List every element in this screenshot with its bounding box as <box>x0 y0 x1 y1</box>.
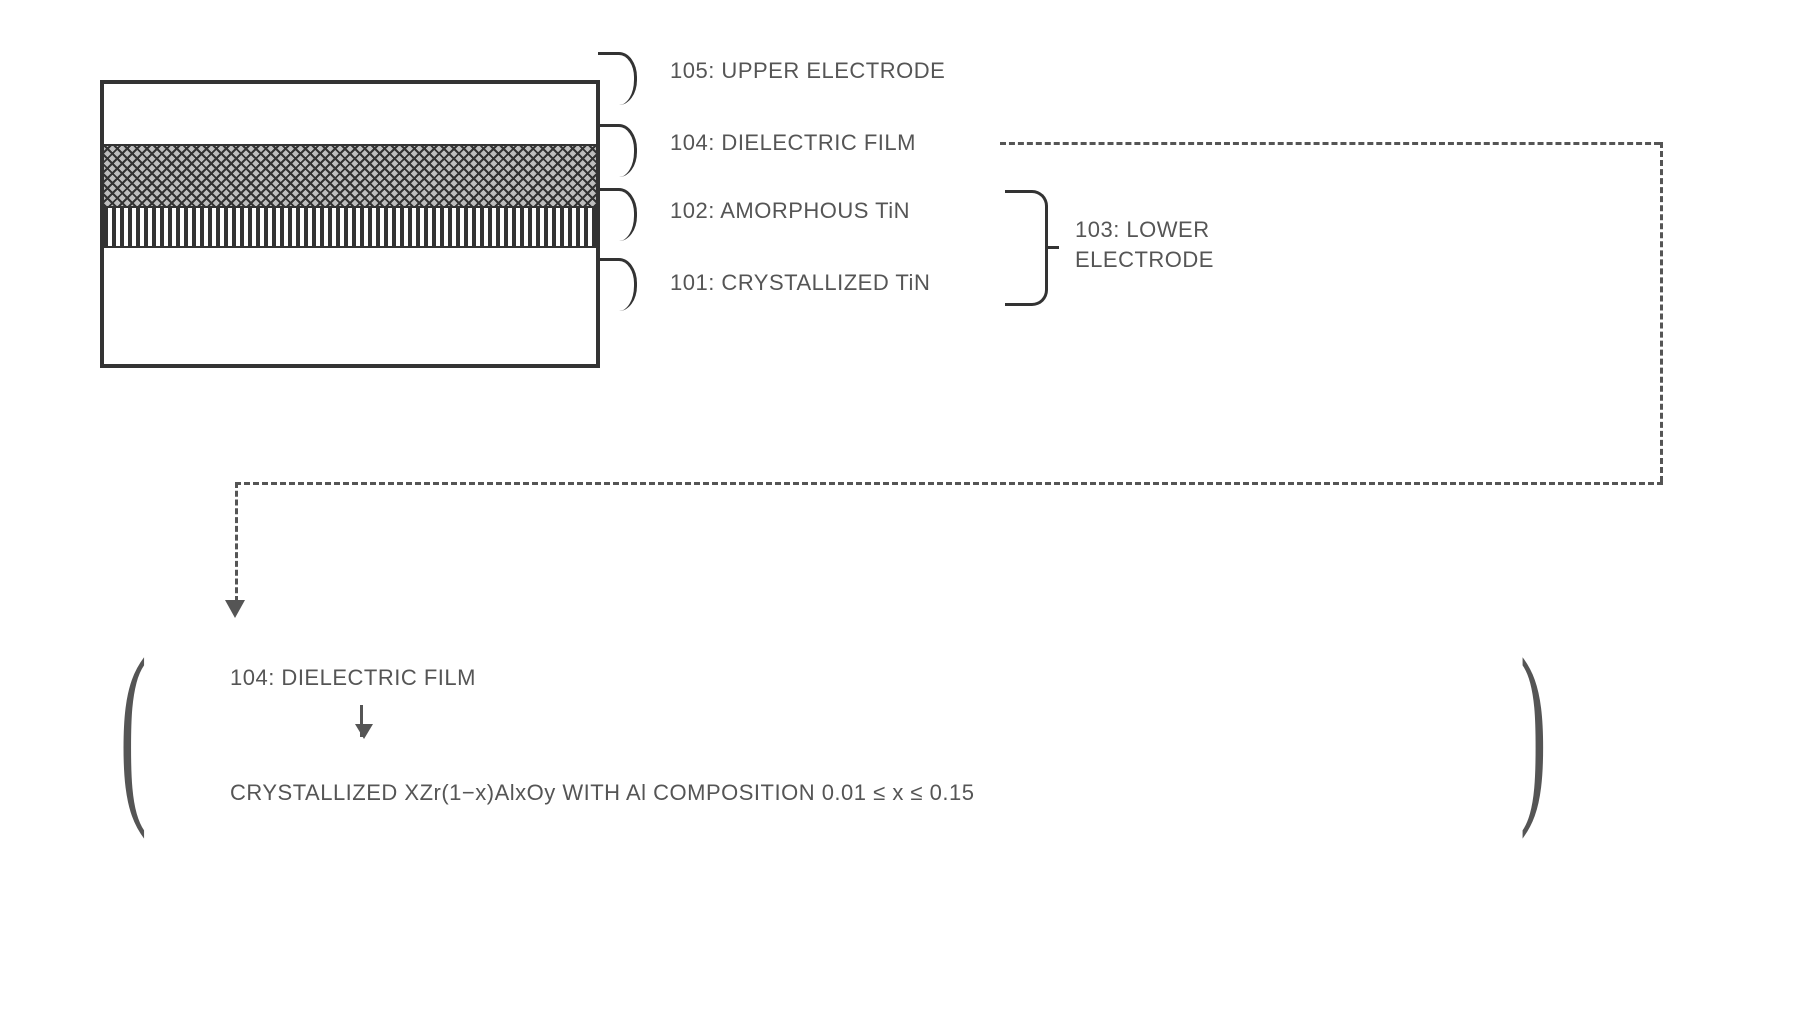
layer-105-upper-electrode <box>104 84 596 144</box>
connector-h1 <box>1000 142 1660 145</box>
callout-105 <box>598 52 637 105</box>
brace-lower-electrode <box>1005 190 1048 306</box>
paren-right-icon: ) <box>1520 630 1547 830</box>
callout-101 <box>598 258 637 311</box>
layer-102-amorphous-tin <box>104 206 596 246</box>
label-103: 103: LOWER ELECTRODE <box>1075 215 1214 274</box>
diagram-root: 105: UPPER ELECTRODE 104: DIELECTRIC FIL… <box>40 40 1740 960</box>
connector-v2 <box>235 482 238 602</box>
label-102: 102: AMORPHOUS TiN <box>670 198 910 224</box>
detail-title: 104: DIELECTRIC FILM <box>230 665 476 691</box>
label-105: 105: UPPER ELECTRODE <box>670 58 945 84</box>
callout-104 <box>598 124 637 177</box>
connector-arrowhead-icon <box>225 600 245 618</box>
connector-h2 <box>235 482 1663 485</box>
detail-body: CRYSTALLIZED XZr(1−x)AlxOy WITH Al COMPO… <box>230 780 974 806</box>
callout-102 <box>598 188 637 241</box>
label-104: 104: DIELECTRIC FILM <box>670 130 916 156</box>
label-103-line2: ELECTRODE <box>1075 247 1214 272</box>
layer-stack <box>100 80 600 368</box>
connector-v1 <box>1660 142 1663 482</box>
paren-left-icon: ( <box>120 630 147 830</box>
layer-104-dielectric-film <box>104 144 596 206</box>
label-101: 101: CRYSTALLIZED TiN <box>670 270 930 296</box>
label-103-line1: 103: LOWER <box>1075 217 1210 242</box>
detail-arrow-icon <box>360 705 363 737</box>
layer-101-crystallized-tin <box>104 246 596 364</box>
